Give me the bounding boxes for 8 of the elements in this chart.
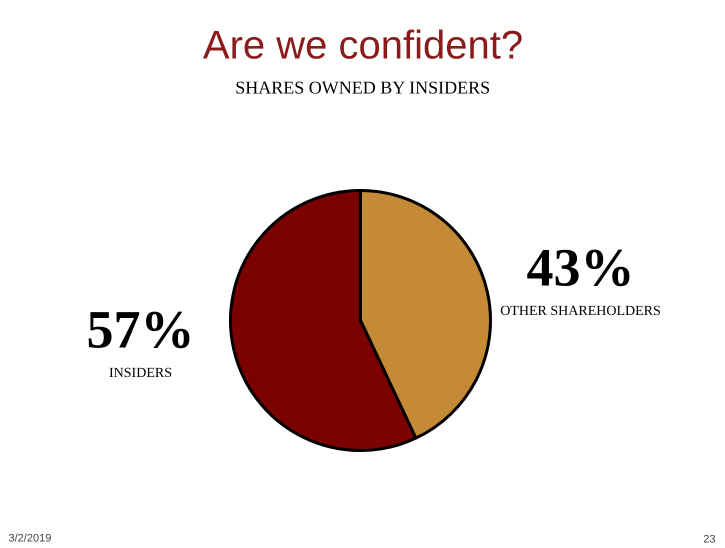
chart-title: Are we confident? <box>202 24 524 68</box>
data-label: 57% <box>86 300 194 360</box>
slice-label: OTHER SHAREHOLDERS <box>500 304 661 319</box>
chart-subtitle: SHARES OWNED BY INSIDERS <box>235 78 490 98</box>
slice-label: INSIDERS <box>108 366 172 382</box>
text: 3/2/2019 <box>8 532 52 544</box>
data-label: 43% <box>526 237 634 298</box>
text: 23 <box>703 534 716 546</box>
